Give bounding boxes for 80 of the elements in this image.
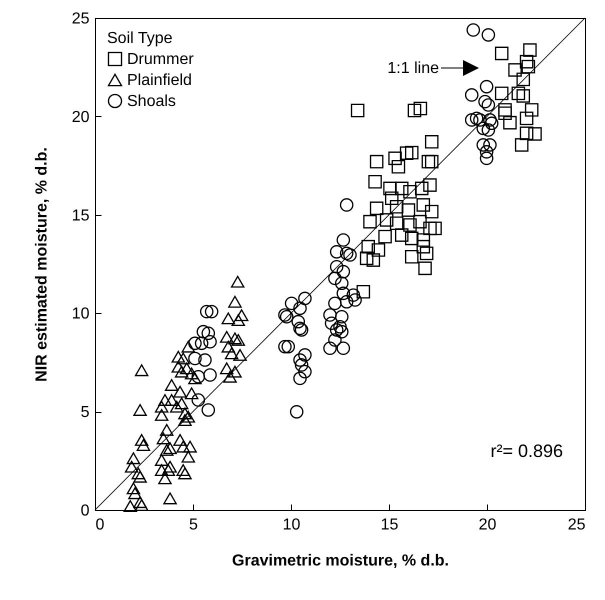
- point: [520, 126, 534, 140]
- point: [394, 182, 409, 196]
- x-tick-label: 5: [189, 516, 198, 534]
- x-tick-label: 0: [96, 516, 104, 534]
- point: [503, 116, 517, 130]
- legend-title: Soil Type: [107, 30, 173, 47]
- point: [408, 104, 422, 118]
- x-axis-title: Gravimetric moisture, % d.b.: [232, 552, 449, 570]
- point: [508, 63, 522, 77]
- point: [403, 218, 417, 232]
- point: [360, 252, 374, 266]
- point: [520, 54, 534, 68]
- legend-label: Drummer: [127, 51, 194, 68]
- point: [390, 200, 404, 214]
- point: [383, 182, 397, 196]
- point: [402, 203, 416, 217]
- point: [404, 250, 419, 264]
- y-tick-label: 0: [80, 502, 90, 520]
- point: [388, 152, 402, 166]
- point: [416, 198, 430, 212]
- point: [494, 46, 508, 60]
- point: [372, 243, 386, 257]
- point: [512, 86, 526, 100]
- legend-label: Shoals: [127, 93, 176, 110]
- point: [498, 106, 512, 120]
- point: [366, 253, 380, 267]
- point: [423, 222, 437, 236]
- point: [522, 60, 536, 74]
- point: [378, 230, 392, 244]
- x-tick-label: 10: [282, 516, 300, 534]
- legend-label: Plainfield: [127, 72, 192, 89]
- point: [403, 185, 417, 199]
- point: [384, 191, 399, 206]
- point: [363, 214, 377, 228]
- point: [368, 174, 382, 189]
- point: [416, 240, 430, 254]
- point: [356, 284, 370, 299]
- point: [370, 202, 384, 216]
- point: [524, 103, 538, 117]
- point: [528, 127, 542, 141]
- point: [370, 154, 384, 168]
- point: [400, 146, 414, 160]
- point: [424, 135, 438, 149]
- point: [424, 154, 438, 168]
- point: [516, 89, 530, 103]
- point: [424, 204, 438, 218]
- y-tick-label: 10: [72, 306, 90, 323]
- y-tick-label: 15: [72, 207, 90, 224]
- point: [520, 112, 534, 126]
- annotation: r²= 0.896: [490, 441, 563, 461]
- point: [420, 246, 434, 260]
- point: [404, 146, 419, 160]
- x-tick-label: 25: [568, 516, 586, 534]
- point: [514, 138, 528, 152]
- point: [494, 86, 508, 100]
- point: [413, 214, 427, 228]
- point: [516, 72, 530, 86]
- point: [361, 240, 375, 254]
- point: [498, 103, 512, 117]
- point: [428, 222, 442, 236]
- y-tick-label: 5: [80, 404, 90, 422]
- y-tick-label: 20: [72, 108, 90, 126]
- point: [414, 182, 429, 196]
- point: [390, 216, 404, 230]
- point: [350, 104, 364, 118]
- y-tick-label: 25: [72, 10, 90, 28]
- point: [416, 233, 430, 247]
- point: [423, 178, 437, 192]
- point: [418, 262, 432, 276]
- x-tick-label: 15: [380, 516, 398, 534]
- y-axis-title: NIR estimated moisture, % d.b.: [34, 147, 51, 382]
- point: [392, 160, 406, 174]
- annotation: 1:1 line: [387, 60, 440, 77]
- point: [422, 154, 436, 168]
- point: [394, 228, 409, 242]
- x-tick-label: 20: [478, 516, 496, 534]
- point: [523, 43, 537, 57]
- point: [404, 232, 419, 246]
- point: [380, 213, 394, 227]
- point: [414, 102, 428, 116]
